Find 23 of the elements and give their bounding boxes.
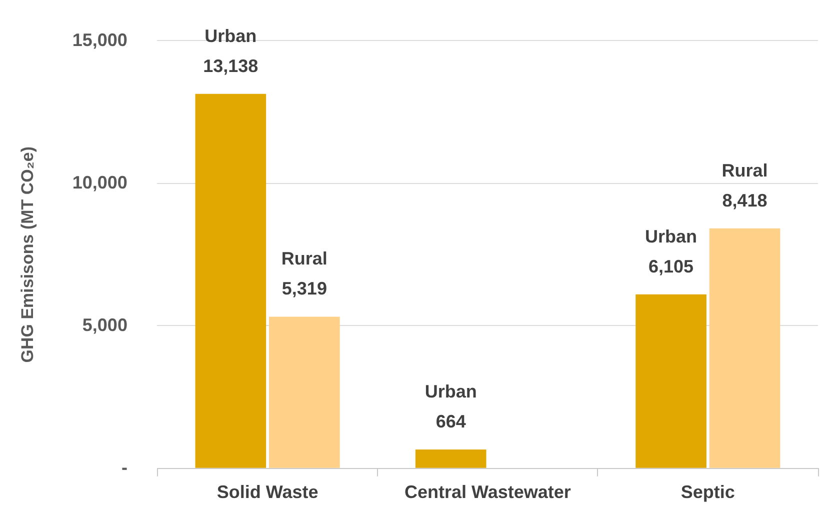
y-tick-label: 15,000	[72, 30, 128, 50]
x-tick-label: Septic	[680, 482, 735, 502]
text: Urban	[645, 226, 698, 246]
x-tick-label: Solid Waste	[216, 482, 318, 502]
bar	[415, 449, 486, 468]
text: Urban	[204, 26, 257, 46]
text: Rural	[281, 248, 328, 269]
text: Urban	[424, 381, 477, 402]
data-label: 13,138	[203, 56, 258, 76]
data-label: 5,319	[282, 278, 327, 299]
data-label: 664	[436, 411, 466, 432]
bar	[709, 228, 780, 468]
y-tick-label: -	[121, 457, 128, 478]
data-label: 6,105	[648, 256, 694, 276]
bar	[195, 94, 266, 468]
y-tick-label: 10,000	[72, 172, 128, 192]
bar	[636, 294, 706, 468]
data-label: 8,418	[722, 190, 768, 210]
text: Rural	[722, 160, 768, 180]
y-axis-title: GHG Emisisons (MT CO₂e)	[18, 146, 37, 363]
x-tick-label: Central Wastewater	[404, 482, 571, 502]
bar	[269, 316, 340, 468]
y-tick-label: 5,000	[82, 314, 128, 335]
